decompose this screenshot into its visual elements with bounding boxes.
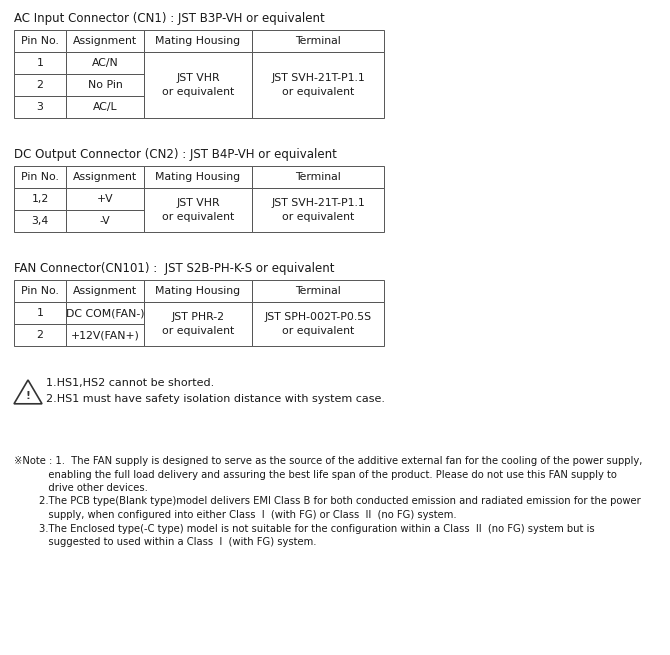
Bar	[14, 188, 66, 210]
Bar	[14, 96, 66, 118]
Text: !: !	[25, 391, 30, 401]
Text: Terminal: Terminal	[295, 286, 341, 296]
Text: AC/L: AC/L	[92, 102, 117, 112]
Text: supply, when configured into either Class  I  (with FG) or Class  II  (no FG) sy: supply, when configured into either Clas…	[14, 510, 457, 520]
Text: -V: -V	[100, 216, 111, 226]
Bar	[14, 280, 66, 302]
Text: Terminal: Terminal	[295, 36, 341, 46]
Bar	[14, 30, 66, 52]
Text: 1,2: 1,2	[31, 194, 49, 204]
Bar	[66, 30, 144, 52]
Text: JST PHR-2
or equivalent: JST PHR-2 or equivalent	[162, 312, 234, 335]
Text: Pin No.: Pin No.	[21, 36, 59, 46]
Text: Mating Housing: Mating Housing	[155, 36, 241, 46]
Text: 2.The PCB type(Blank type)model delivers EMI Class B for both conducted emission: 2.The PCB type(Blank type)model delivers…	[14, 496, 641, 506]
Text: JST VHR
or equivalent: JST VHR or equivalent	[162, 73, 234, 96]
Text: drive other devices.: drive other devices.	[14, 483, 148, 493]
Text: 3: 3	[37, 102, 44, 112]
Bar	[66, 96, 144, 118]
Text: 3.The Enclosed type(-C type) model is not suitable for the configuration within : 3.The Enclosed type(-C type) model is no…	[14, 523, 595, 534]
Bar	[252, 302, 384, 346]
Text: enabling the full load delivery and assuring the best life span of the product. : enabling the full load delivery and assu…	[14, 470, 617, 479]
Bar	[66, 74, 144, 96]
Bar	[66, 302, 144, 324]
Bar	[14, 324, 66, 346]
Bar	[252, 52, 384, 118]
Text: +V: +V	[96, 194, 113, 204]
Text: 2: 2	[37, 80, 44, 90]
Text: 3,4: 3,4	[31, 216, 49, 226]
Text: 1: 1	[37, 58, 44, 68]
Bar	[14, 210, 66, 232]
Bar	[252, 30, 384, 52]
Text: 2.HS1 must have safety isolation distance with system case.: 2.HS1 must have safety isolation distanc…	[46, 394, 385, 404]
Text: JST SVH-21T-P1.1
or equivalent: JST SVH-21T-P1.1 or equivalent	[271, 198, 365, 221]
Text: No Pin: No Pin	[88, 80, 123, 90]
Text: JST VHR
or equivalent: JST VHR or equivalent	[162, 198, 234, 221]
Bar	[252, 166, 384, 188]
Text: JST SPH-002T-P0.5S
or equivalent: JST SPH-002T-P0.5S or equivalent	[265, 312, 372, 335]
Bar	[144, 302, 252, 346]
Text: Assignment: Assignment	[73, 36, 137, 46]
Bar	[14, 302, 66, 324]
Bar	[144, 280, 252, 302]
Text: Assignment: Assignment	[73, 286, 137, 296]
Bar	[252, 280, 384, 302]
Text: Mating Housing: Mating Housing	[155, 286, 241, 296]
Text: Pin No.: Pin No.	[21, 286, 59, 296]
Bar	[144, 30, 252, 52]
Bar	[66, 52, 144, 74]
Text: 2: 2	[37, 330, 44, 340]
Text: suggested to used within a Class  I  (with FG) system.: suggested to used within a Class I (with…	[14, 537, 316, 547]
Bar	[14, 166, 66, 188]
Text: ※Note : 1.  The FAN supply is designed to serve as the source of the additive ex: ※Note : 1. The FAN supply is designed to…	[14, 456, 643, 466]
Bar	[144, 166, 252, 188]
Text: FAN Connector(CN101) :  JST S2B-PH-K-S or equivalent: FAN Connector(CN101) : JST S2B-PH-K-S or…	[14, 262, 334, 275]
Text: AC Input Connector (CN1) : JST B3P-VH or equivalent: AC Input Connector (CN1) : JST B3P-VH or…	[14, 12, 325, 25]
Bar	[66, 280, 144, 302]
Text: DC COM(FAN-): DC COM(FAN-)	[66, 308, 144, 318]
Text: JST SVH-21T-P1.1
or equivalent: JST SVH-21T-P1.1 or equivalent	[271, 73, 365, 96]
Text: DC Output Connector (CN2) : JST B4P-VH or equivalent: DC Output Connector (CN2) : JST B4P-VH o…	[14, 148, 337, 161]
Text: Assignment: Assignment	[73, 172, 137, 182]
Bar	[14, 52, 66, 74]
Bar	[14, 74, 66, 96]
Text: Mating Housing: Mating Housing	[155, 172, 241, 182]
Bar	[66, 324, 144, 346]
Text: Terminal: Terminal	[295, 172, 341, 182]
Bar	[66, 166, 144, 188]
Bar	[66, 210, 144, 232]
Text: AC/N: AC/N	[92, 58, 119, 68]
Text: 1.HS1,HS2 cannot be shorted.: 1.HS1,HS2 cannot be shorted.	[46, 378, 214, 388]
Text: 1: 1	[37, 308, 44, 318]
Bar	[144, 52, 252, 118]
Bar	[66, 188, 144, 210]
Bar	[144, 188, 252, 232]
Text: Pin No.: Pin No.	[21, 172, 59, 182]
Bar	[252, 188, 384, 232]
Text: +12V(FAN+): +12V(FAN+)	[70, 330, 139, 340]
